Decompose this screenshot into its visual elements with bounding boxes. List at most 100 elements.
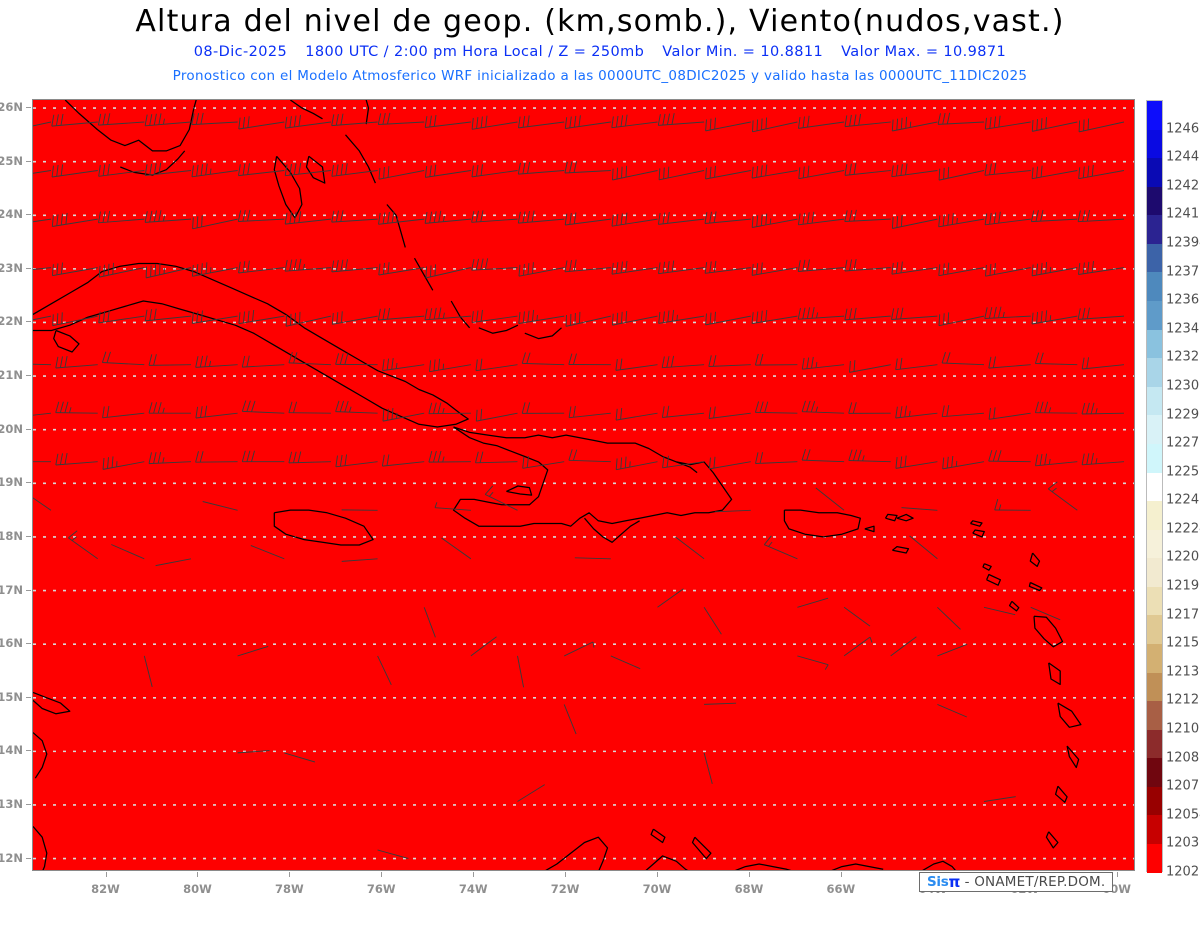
coastline-overlay: [33, 100, 1082, 870]
wind-barb: [568, 449, 611, 463]
wind-barb: [984, 306, 1031, 319]
wind-barb: [754, 353, 798, 366]
colorbar-swatch: [1147, 415, 1162, 444]
wind-barb: [988, 407, 1031, 420]
wind-barb: [341, 558, 378, 562]
wind-barb: [143, 655, 153, 688]
wind-barb: [331, 259, 378, 273]
coastline-path: [922, 860, 956, 870]
wind-barb: [518, 262, 565, 277]
wind-barb: [518, 115, 565, 129]
wind-barb: [708, 406, 751, 419]
y-tick-mark: [26, 750, 31, 752]
colorbar-tick-label: 12207: [1166, 549, 1200, 565]
coastline-path: [1057, 702, 1082, 728]
wind-barb: [798, 115, 845, 129]
wind-barb: [1031, 310, 1078, 325]
colorbar-tick-label: 12326: [1166, 349, 1200, 365]
wind-barb: [517, 210, 565, 224]
x-tick-mark: [657, 872, 659, 877]
wind-barb: [895, 455, 938, 469]
coastline-path: [783, 509, 861, 538]
x-tick-mark: [381, 872, 383, 877]
wind-barb: [937, 112, 985, 125]
wind-barb: [714, 509, 751, 513]
wind-barb: [763, 535, 798, 560]
wind-barb: [378, 211, 425, 225]
wind-barb: [984, 211, 1031, 226]
wind-barb: [191, 112, 238, 126]
colorbar-swatch: [1147, 186, 1162, 216]
wind-barb: [705, 311, 751, 326]
wind-barb: [708, 355, 751, 367]
wind-barb: [33, 412, 52, 416]
coastline-path: [982, 563, 992, 571]
wind-barb: [33, 461, 51, 463]
wind-barb: [942, 455, 985, 470]
y-tick-mark: [26, 267, 31, 269]
wind-barb: [615, 456, 658, 471]
model-description-line: Pronostico con el Modelo Atmosferico WRF…: [172, 68, 1028, 84]
coastline-path: [645, 855, 689, 870]
y-tick-mark: [26, 160, 31, 162]
wind-barb: [658, 309, 705, 324]
colorbar-tick-label: 12292: [1166, 407, 1200, 423]
coastline-path: [33, 825, 48, 870]
colorbar-swatch: [1147, 672, 1162, 702]
wind-barb: [428, 402, 471, 415]
coastline-path: [691, 836, 712, 860]
colorbar-swatch: [1147, 472, 1162, 502]
wind-barb: [891, 307, 938, 320]
wind-barb: [574, 557, 611, 560]
wind-barb: [658, 166, 705, 181]
coastline-path: [884, 513, 898, 522]
wind-barb: [704, 211, 751, 224]
colorbar-tick-label: 12360: [1166, 292, 1200, 308]
coastline-path: [386, 204, 406, 248]
wind-barb: [611, 212, 658, 227]
colorbar-tick-label: 12309: [1166, 378, 1200, 394]
attribution-sis: Sis: [927, 874, 949, 890]
wind-barb: [611, 114, 658, 129]
wind-barb: [377, 655, 392, 686]
x-tick-mark: [1116, 872, 1118, 877]
value-max: Valor Max. = 10.9871: [841, 44, 1007, 60]
x-tick-label: 66W: [826, 882, 856, 896]
y-tick-label: 15N: [0, 689, 23, 704]
coastline-path: [53, 329, 80, 353]
wind-barb: [517, 784, 545, 802]
wind-barb: [148, 451, 192, 465]
attribution-pi-symbol: π: [948, 873, 961, 891]
colorbar-tick-label: 12190: [1166, 578, 1200, 594]
colorbar-swatch: [1147, 815, 1162, 845]
colorbar-swatch: [1147, 101, 1162, 130]
value-min: Valor Min. = 10.8811: [662, 44, 824, 60]
coastline-path: [676, 461, 698, 474]
x-tick-label: 72W: [550, 882, 580, 896]
wind-barb: [1034, 352, 1078, 366]
wind-barb: [335, 454, 378, 468]
wind-barb: [377, 849, 409, 859]
wind-barb: [563, 704, 577, 735]
coastline-path: [584, 517, 640, 543]
wind-barb: [752, 117, 798, 133]
coastline-path: [1045, 831, 1059, 849]
wind-barb: [241, 400, 285, 414]
wind-barb: [331, 311, 378, 325]
wind-barb: [797, 307, 845, 320]
colorbar-tick-label: 12105: [1166, 721, 1200, 737]
wind-barb: [937, 703, 967, 718]
y-tick-mark: [26, 535, 31, 537]
colorbar-tick-label: 12122: [1166, 692, 1200, 708]
coastline-path: [1008, 600, 1020, 612]
wind-barb: [237, 645, 269, 657]
wind-barb: [425, 264, 472, 279]
x-tick-mark: [105, 872, 107, 877]
wind-barb: [33, 170, 52, 174]
coastline-path: [1066, 745, 1080, 769]
wind-barb: [98, 210, 145, 224]
wind-barb: [423, 607, 436, 638]
y-tick-label: 25N: [0, 153, 23, 168]
wind-barb: [51, 113, 98, 127]
